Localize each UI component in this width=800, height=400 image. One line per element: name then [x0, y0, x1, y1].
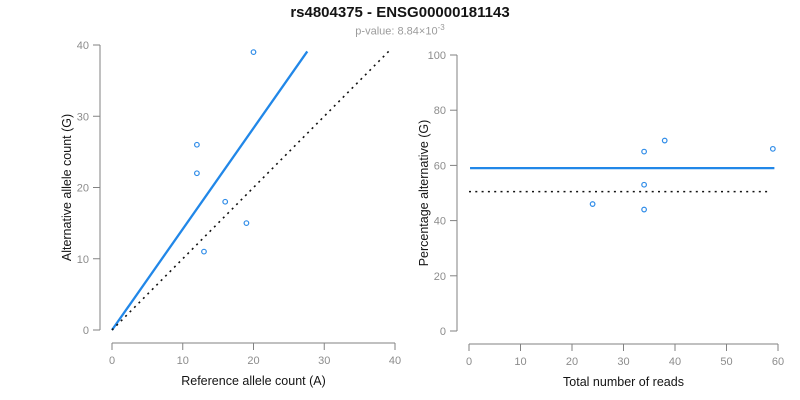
x-tick-label: 30: [318, 355, 330, 367]
data-point: [250, 49, 257, 56]
x-tick-label: 20: [566, 356, 578, 368]
y-tick-label: 100: [428, 50, 446, 62]
y-tick-label: 0: [440, 326, 446, 338]
p-value-text: p-value: 8.84×10: [355, 25, 438, 38]
x-tick-label: 0: [466, 356, 472, 368]
p-value-exponent: -3: [437, 23, 445, 32]
y-tick-label: 30: [77, 111, 89, 123]
identity-line: [111, 50, 390, 331]
data-point: [641, 181, 647, 188]
y-axis-title: Alternative allele count (G): [60, 114, 74, 261]
y-tick-label: 60: [434, 160, 446, 172]
x-tick-label: 40: [389, 355, 401, 367]
x-axis-title: Reference allele count (A): [181, 374, 326, 388]
y-tick-label: 0: [83, 325, 89, 337]
y-tick-label: 20: [434, 271, 446, 283]
x-tick-label: 20: [247, 355, 259, 367]
x-tick-label: 0: [109, 355, 115, 367]
data-point: [641, 148, 647, 155]
data-point: [661, 137, 668, 144]
left-plot: 0 10 20 30 40 0 10 20 30 40 Reference allele count…: [60, 40, 401, 388]
data-point: [193, 141, 200, 148]
y-tick-label: 40: [77, 40, 89, 52]
y-tick-label: 20: [77, 183, 89, 195]
data-point: [589, 201, 596, 207]
data-point: [222, 198, 229, 205]
x-axis-title: Total number of reads: [563, 375, 684, 389]
x-tick-label: 40: [669, 356, 681, 368]
data-point: [769, 145, 776, 152]
x-tick-label: 50: [720, 356, 732, 368]
y-axis-title: Percentage alternative (G): [417, 120, 431, 267]
x-tick-label: 30: [617, 356, 629, 368]
p-value-subtitle: p-value: 8.84×10-3: [0, 23, 800, 38]
fit-line: [111, 50, 309, 331]
figure-title: rs4804375 - ENSG00000181143: [290, 4, 510, 21]
x-tick-label: 60: [772, 356, 784, 368]
y-tick-label: 40: [434, 216, 446, 228]
data-point: [243, 220, 250, 227]
y-tick-label: 10: [77, 254, 89, 266]
x-tick-label: 10: [177, 355, 189, 367]
data-point: [201, 248, 207, 255]
right-plot: 0 20 40 60 80 100 0 10 20 30 40 50 60 Total number of…: [417, 50, 784, 389]
data-point: [641, 206, 647, 213]
data-point: [193, 170, 200, 177]
y-tick-label: 80: [434, 105, 446, 117]
x-tick-label: 10: [514, 356, 526, 368]
